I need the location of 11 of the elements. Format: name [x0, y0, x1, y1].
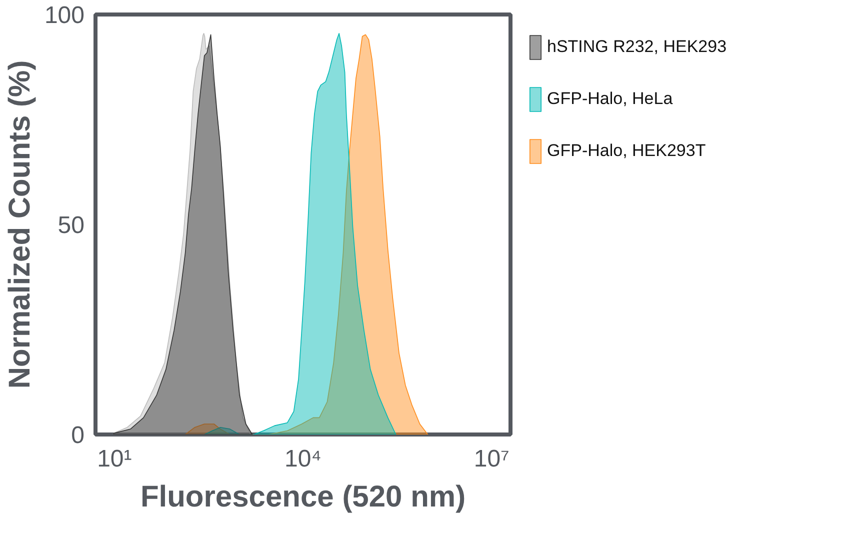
x-tick-label: 10¹ [97, 446, 132, 472]
x-tick-label: 10⁴ [284, 446, 322, 472]
x-axis-title: Fluorescence (520 nm) [140, 480, 466, 514]
legend-label: GFP-Halo, HEK293T [547, 141, 706, 161]
y-tick-label: 100 [44, 2, 85, 29]
x-tick-label: 10⁷ [474, 446, 510, 472]
y-axis-title: Normalized Counts (%) [3, 60, 36, 389]
y-tick-label: 0 [71, 422, 85, 449]
legend-label: GFP-Halo, HeLa [547, 89, 673, 109]
legend-label: hSTING R232, HEK293 [547, 37, 727, 57]
y-tick-label: 50 [58, 212, 85, 239]
